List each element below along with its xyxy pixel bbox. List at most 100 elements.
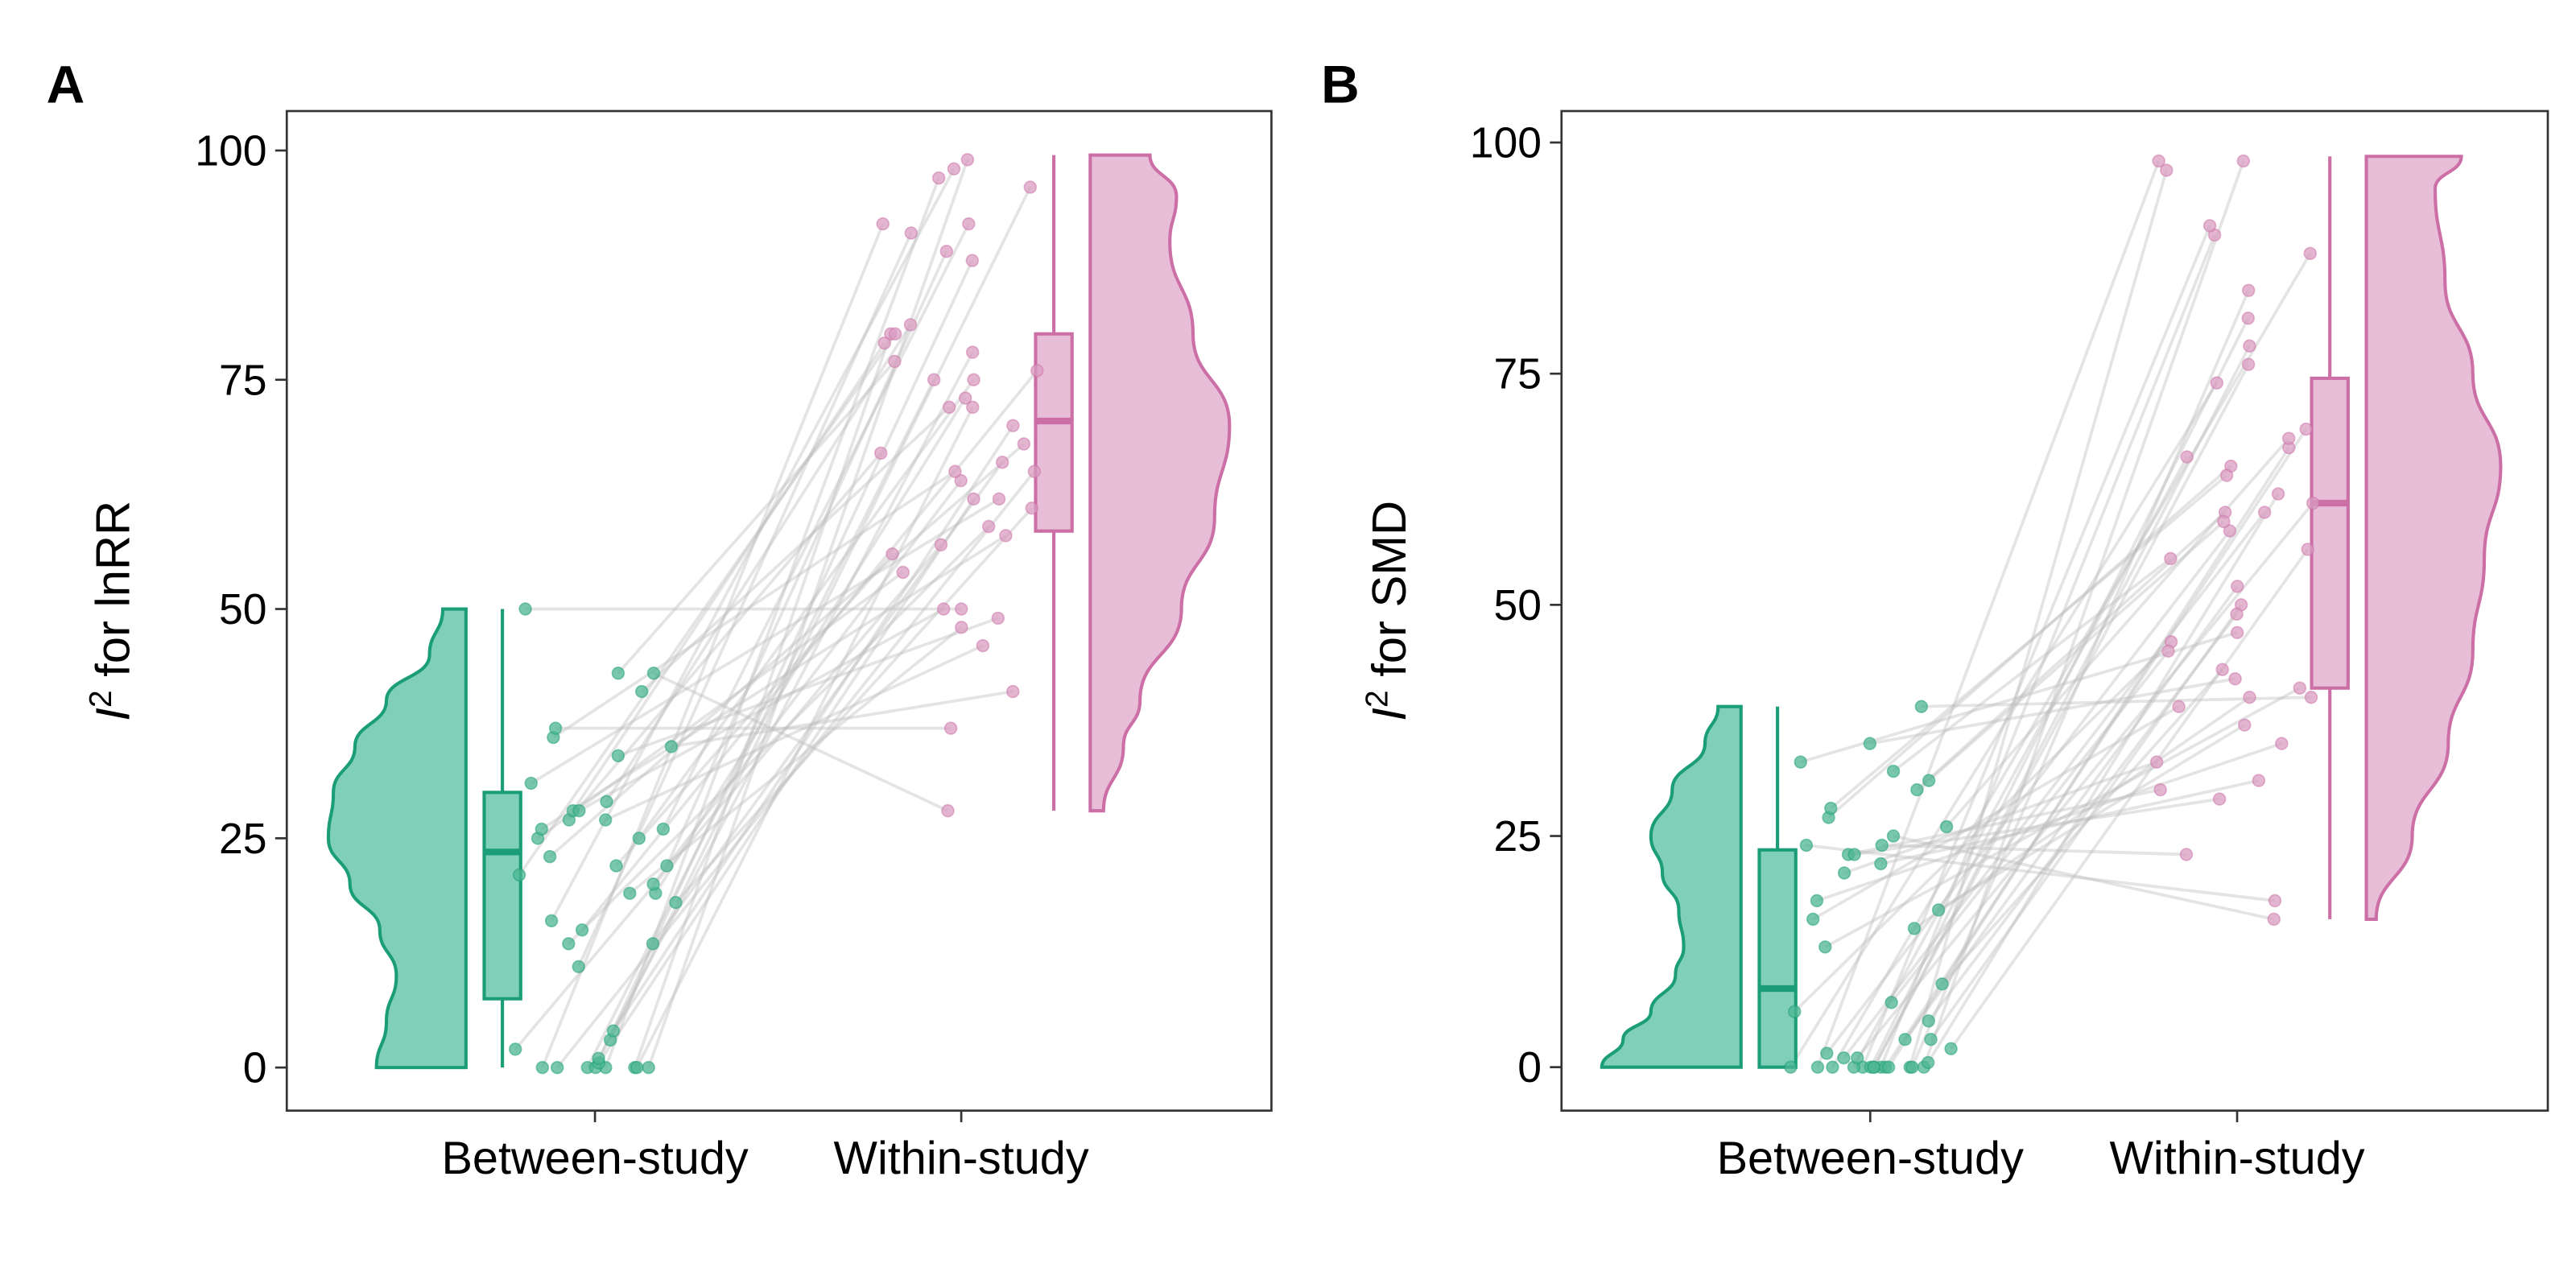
pair-line <box>577 232 913 968</box>
pair-line <box>1806 844 2276 902</box>
pair-line <box>1893 834 2275 921</box>
pair-line <box>605 644 984 822</box>
y-tick-label: 50 <box>1494 582 1542 630</box>
y-axis-label: I2 for SMD <box>1360 501 1417 721</box>
pair-line <box>555 470 1036 1069</box>
pair-line <box>1910 290 2250 1068</box>
pair-line <box>1884 428 2308 1068</box>
pair-line <box>654 397 967 894</box>
density <box>1088 153 1232 813</box>
point <box>1006 419 1020 432</box>
point <box>2172 700 2186 713</box>
pair-line <box>640 406 951 693</box>
point <box>941 803 955 818</box>
pair-line <box>1930 604 2243 1041</box>
point <box>2241 357 2256 371</box>
point <box>995 456 1009 469</box>
pair-line <box>1825 530 2231 1055</box>
point <box>575 923 589 937</box>
point <box>954 473 968 488</box>
pair-line <box>1830 474 2228 810</box>
y-tick-label: 75 <box>219 357 267 404</box>
point <box>1886 829 1901 843</box>
point <box>611 749 625 763</box>
point <box>2243 339 2256 353</box>
pair-line <box>1922 160 2245 1068</box>
pair-line <box>1816 160 2161 1068</box>
pair-line <box>594 259 974 1068</box>
point <box>1837 866 1852 880</box>
pair-line <box>1869 677 2235 745</box>
point <box>958 391 972 405</box>
density <box>1600 704 1743 1069</box>
point <box>1794 755 1808 769</box>
pair-line <box>1913 696 2251 930</box>
point <box>1017 437 1031 451</box>
pair-line <box>662 223 971 830</box>
point <box>632 832 646 845</box>
pair-line <box>1831 252 2312 1068</box>
point <box>508 1042 522 1056</box>
point <box>548 721 563 735</box>
point <box>2180 450 2194 464</box>
pair-line <box>612 424 1014 1032</box>
point <box>646 937 660 951</box>
point <box>1788 1005 1802 1018</box>
point <box>2149 755 2164 769</box>
y-tick-label: 75 <box>1494 351 1542 398</box>
pair-line <box>646 159 969 1068</box>
pair-line <box>1880 778 2260 865</box>
point <box>656 822 671 836</box>
pair-line <box>1789 382 2219 1068</box>
point <box>2252 774 2266 787</box>
point <box>2303 246 2318 261</box>
point <box>947 162 961 175</box>
point <box>967 492 980 506</box>
pair-line <box>605 324 912 803</box>
point <box>1851 1051 1864 1065</box>
pair-line <box>617 360 896 675</box>
point <box>2210 376 2224 390</box>
pair-line <box>550 167 956 922</box>
y-tick-label: 25 <box>1494 813 1542 861</box>
y-tick-label: 50 <box>219 586 267 634</box>
point <box>518 602 532 616</box>
point <box>967 373 980 386</box>
pair-line <box>638 378 976 840</box>
point <box>2215 663 2229 676</box>
y-label-symbol: I <box>86 708 140 721</box>
point <box>1867 1060 1880 1074</box>
point <box>1806 912 1820 927</box>
point <box>1863 737 1877 750</box>
point <box>1922 1014 1935 1028</box>
pair-line <box>572 342 886 812</box>
point <box>2230 625 2244 640</box>
point <box>1898 1032 1912 1046</box>
box <box>2310 376 2350 690</box>
pair-line <box>536 571 904 840</box>
point <box>1784 1060 1798 1074</box>
pair-line <box>1852 456 2189 1068</box>
point <box>600 795 613 809</box>
point <box>1810 1060 1825 1074</box>
point <box>535 822 549 836</box>
point <box>2212 792 2227 806</box>
pair-line <box>1856 502 2314 1059</box>
point <box>896 565 910 580</box>
point <box>2243 690 2256 704</box>
pair-line <box>1879 234 2216 1068</box>
pair-line <box>1827 464 2232 819</box>
point <box>598 813 613 827</box>
pair-line <box>635 407 974 1068</box>
point <box>2306 496 2320 510</box>
point <box>2241 283 2256 298</box>
point <box>562 937 576 951</box>
pair-line <box>568 525 990 945</box>
point <box>888 327 902 341</box>
y-label-text: for SMD <box>1362 501 1416 691</box>
pair-line <box>541 223 885 1068</box>
y-tick-label: 100 <box>1470 120 1542 167</box>
pair-line <box>548 443 1026 858</box>
point <box>592 1051 605 1065</box>
point <box>1924 1032 1938 1046</box>
